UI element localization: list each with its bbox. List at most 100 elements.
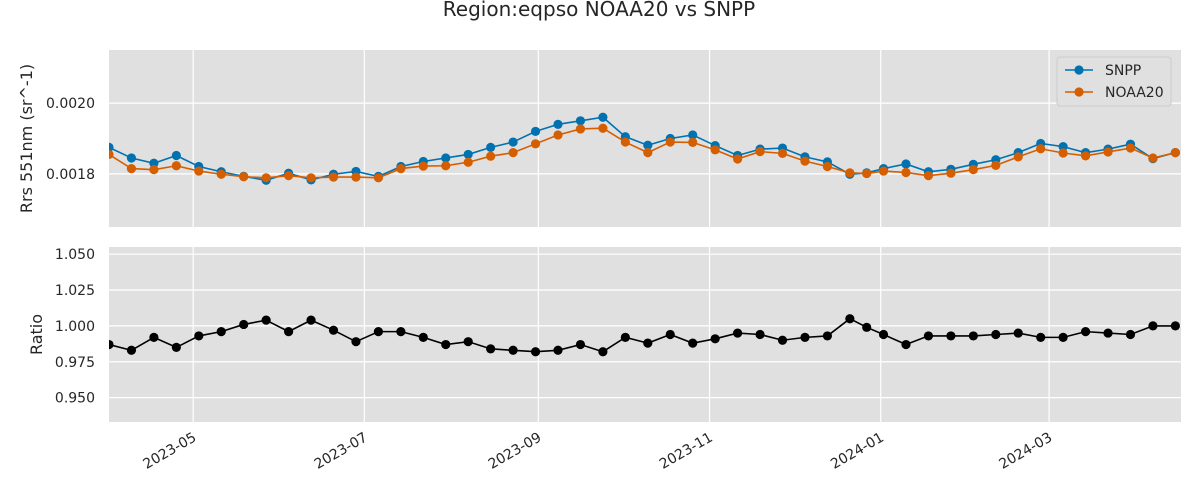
noaa20-point [643,148,653,158]
y-tick-label: 0.0018 [46,167,95,183]
noaa20-point [351,172,361,182]
noaa20-point [486,151,496,161]
noaa20-point [149,165,159,175]
x-tick-label: 2023-09 [486,430,545,473]
snpp-point [126,153,137,163]
noaa20-point [946,168,956,178]
ratio-point [1013,328,1023,338]
snpp-point [1058,142,1068,152]
ratio-point [553,345,563,355]
snpp-point [598,112,608,122]
x-axis-ticks: 2023-05 2023-07 2023-09 2023-11 2024-01 2024-… [141,430,1056,473]
noaa20-point [1170,148,1180,158]
ratio-point [991,329,1001,340]
noaa20-point [991,160,1001,171]
noaa20-point [733,154,743,164]
noaa20-point [306,173,316,183]
noaa20-point [862,168,872,179]
ratio-point [800,332,810,342]
noaa20-point [216,169,226,179]
noaa20-point [665,137,675,147]
rrs-y-ticks: 0.0018 0.0020 [46,96,95,183]
y-tick-label: 0.950 [55,391,95,407]
snpp-point [463,149,473,160]
ratio-point [575,339,586,350]
ratio-point [643,338,653,348]
noaa20-point [598,123,608,133]
noaa20-point [239,172,249,182]
noaa20-point [968,165,978,175]
x-tick-label: 2024-01 [828,430,887,473]
ratio-y-ticks: 0.950 0.975 1.000 1.025 1.050 [55,247,95,406]
ratio-point [171,342,181,353]
y-tick-label: 0.975 [55,355,95,371]
legend-entry-snpp: SNPP [1105,63,1141,79]
snpp-point [901,159,911,169]
ratio-point [620,332,630,342]
ratio-point [1125,329,1136,340]
y-tick-label: 0.0020 [46,96,95,112]
ratio-point [598,347,608,357]
noaa20-point [777,148,788,158]
noaa20-point [878,166,889,176]
snpp-point [688,130,698,140]
noaa20-point [418,161,428,171]
rrs-panel: 0.0018 0.0020 Rrs 551nm (sr^-1) SNPP NOAA2… [17,50,1181,227]
ratio-gridlines [109,247,1181,422]
ratio-point [845,314,855,324]
noaa20-point [822,161,833,172]
ratio-point [508,345,518,355]
ratio-point [862,322,872,332]
chart-title: Region:eqpso NOAA20 vs SNPP [443,0,755,21]
snpp-point [109,142,114,152]
legend-swatch-marker [1074,65,1084,75]
noaa20-point [441,161,451,171]
ratio-point [755,329,765,340]
ratio-point [777,335,788,345]
ratio-series [109,314,1180,357]
ratio-point [901,339,911,350]
x-tick-label: 2024-03 [996,430,1055,473]
y-tick-label: 1.025 [55,283,95,299]
noaa20-point [1080,151,1091,161]
snpp-point [575,116,586,126]
ratio-point [665,329,675,340]
legend: SNPP NOAA20 [1056,56,1172,107]
snpp-point [643,140,653,150]
ratio-point [463,337,473,347]
ratio-point [946,331,956,341]
ratio-point [878,329,889,340]
ratio-point [216,327,226,337]
noaa20-point [688,137,698,147]
x-tick-label: 2023-11 [657,430,716,473]
y-tick-label: 1.000 [55,319,95,335]
ratio-point [239,319,249,330]
noaa20-point [171,161,181,171]
ratio-point [822,331,833,341]
ratio-point [126,345,137,355]
noaa20-point [1148,153,1158,163]
snpp-point [149,158,159,168]
rrs-series [109,112,1180,185]
ratio-point [306,315,316,325]
noaa20-point [508,148,518,158]
ratio-point [373,327,384,337]
ratio-point [396,327,406,337]
ratio-point [1080,327,1091,337]
rrs-y-axis-label: Rrs 551nm (sr^-1) [17,64,36,213]
ratio-point [733,328,743,338]
snpp-point [171,150,181,161]
snpp-point [530,126,541,137]
snpp-point [486,142,496,152]
ratio-point [530,347,541,357]
legend-entry-noaa20: NOAA20 [1105,85,1164,101]
noaa20-point [1103,147,1113,157]
ratio-point [968,331,978,341]
noaa20-point [1013,152,1023,162]
noaa20-point [396,163,406,174]
x-tick-label: 2023-05 [141,430,200,473]
ratio-point [261,315,271,325]
ratio-point [194,331,204,341]
